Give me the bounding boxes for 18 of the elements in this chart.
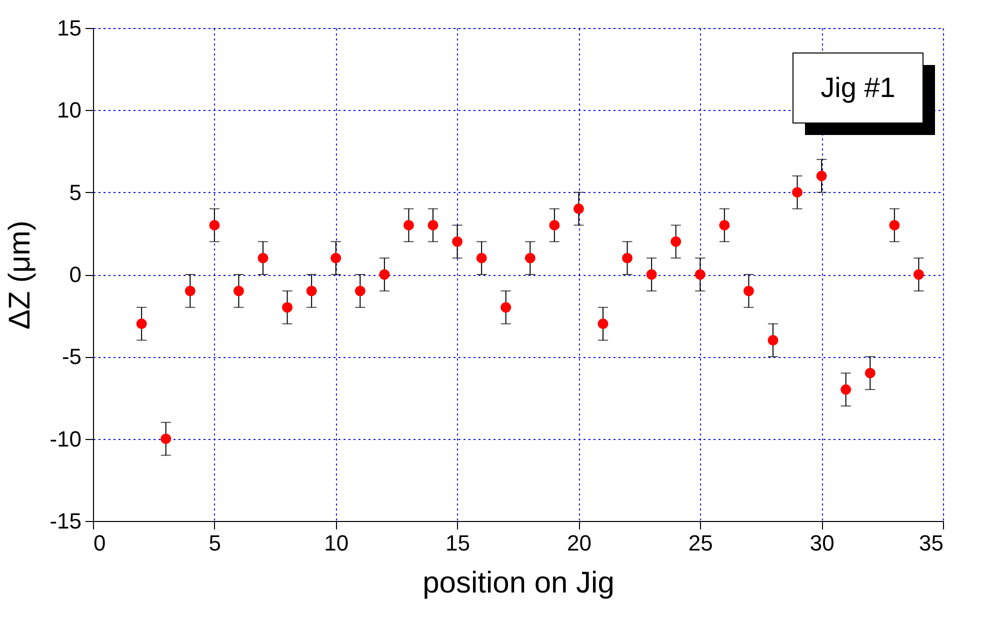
y-tick-label: -10 [50, 426, 82, 452]
x-tick-label: 0 [94, 530, 106, 556]
x-tick-label: 25 [688, 530, 713, 556]
y-tick-label: 10 [57, 98, 82, 123]
y-tick-label: 15 [57, 16, 82, 40]
x-tick-label: 30 [810, 530, 834, 556]
y-tick-label: 0 [69, 262, 82, 287]
x-tick-label: 15 [446, 530, 470, 556]
x-tick-label: 5 [208, 530, 222, 556]
x-axis-title: position on Jig [422, 566, 614, 600]
y-tick-label: 5 [69, 180, 82, 205]
y-axis-title: ΔZ (μm) [4, 220, 37, 330]
x-tick-label: 35 [919, 530, 944, 556]
annotation: Jig #1 [820, 72, 896, 103]
y-tick-label: -5 [62, 344, 82, 370]
y-tick-label: -15 [50, 508, 82, 534]
x-tick-label: 20 [566, 530, 592, 556]
x-tick-label: 10 [324, 530, 349, 556]
